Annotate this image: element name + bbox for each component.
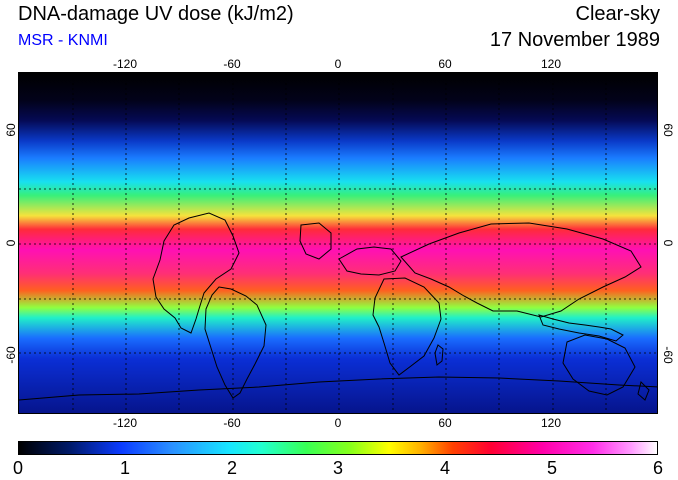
lon-label-top-0: 0 — [334, 57, 342, 71]
map-frame — [18, 72, 658, 414]
sky-condition: Clear-sky — [575, 3, 660, 25]
lon-label-bottom-0: 0 — [334, 416, 342, 430]
graticule — [19, 73, 657, 413]
coastline-antarctica — [19, 376, 657, 401]
map-date: 17 November 1989 — [489, 29, 660, 51]
coastline-australia — [562, 334, 636, 396]
uv-dose-map — [19, 73, 657, 413]
lon-label-top-60: 60 — [438, 57, 452, 71]
lat-label-right-0: 0 — [661, 239, 675, 247]
lon-label-bottom-120: 120 — [540, 416, 562, 430]
lat-label-right-neg60: -60 — [661, 346, 675, 364]
coastline-new-zealand — [637, 381, 650, 401]
coastlines — [19, 212, 657, 401]
colorbar-label-5: 5 — [546, 458, 558, 478]
map-source: MSR - KNMI — [18, 32, 108, 49]
coastline-south-america — [204, 286, 267, 399]
colorbar-label-2: 2 — [226, 458, 238, 478]
coastline-africa — [372, 277, 442, 376]
lon-label-top-120: 120 — [540, 57, 562, 71]
colorbar-label-1: 1 — [119, 458, 131, 478]
map-title: DNA-damage UV dose (kJ/m2) — [18, 3, 294, 25]
coastline-madagascar — [434, 344, 444, 366]
lon-label-bottom-neg60: -60 — [223, 416, 241, 430]
colorbar — [18, 441, 658, 455]
lat-label-left-neg60: -60 — [4, 346, 18, 364]
lon-label-top-neg60: -60 — [223, 57, 241, 71]
coastline-indonesia — [538, 314, 624, 342]
lat-label-right-60: 60 — [661, 123, 675, 137]
lon-label-bottom-60: 60 — [438, 416, 452, 430]
lon-label-top-neg120: -120 — [112, 57, 138, 71]
lon-label-bottom-neg120: -120 — [112, 416, 138, 430]
coastline-asia — [400, 222, 642, 318]
colorbar-label-6: 6 — [652, 458, 664, 478]
lat-label-left-60: 60 — [4, 123, 18, 137]
coastline-north-america — [152, 212, 240, 334]
lat-label-left-0: 0 — [4, 239, 18, 247]
colorbar-label-0: 0 — [12, 458, 24, 478]
coastline-europe — [338, 246, 402, 276]
colorbar-label-3: 3 — [332, 458, 344, 478]
coastline-greenland — [299, 222, 332, 260]
colorbar-label-4: 4 — [439, 458, 451, 478]
